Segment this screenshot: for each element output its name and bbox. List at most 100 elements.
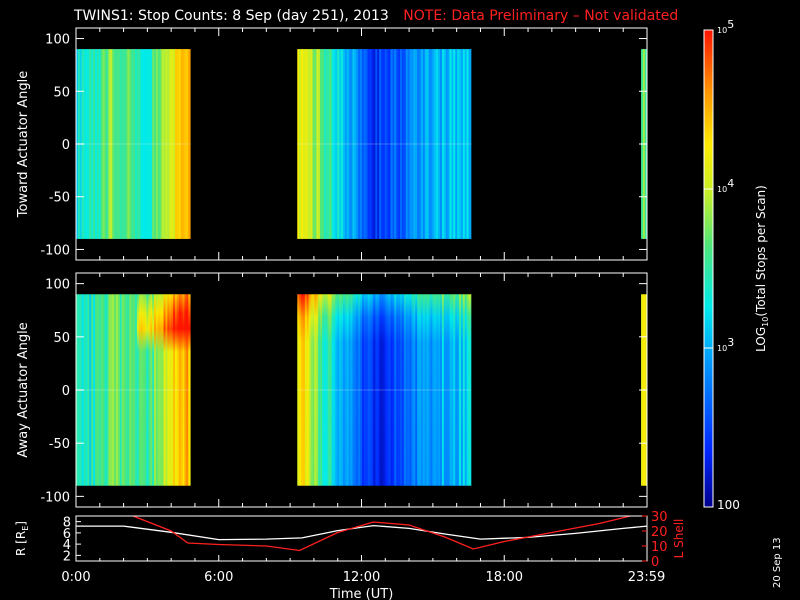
y-axis-label-text: ] (14, 521, 28, 526)
heatmap-column (348, 49, 351, 239)
heatmap-column (89, 49, 92, 239)
heatmap-column (460, 294, 464, 486)
heatmap-column (310, 294, 313, 486)
heatmap-column (121, 49, 124, 239)
heatmap-column (371, 49, 374, 239)
heatmap-column (462, 49, 466, 239)
heatmap-column (301, 49, 304, 239)
heatmap-column (95, 49, 98, 239)
heatmap-column (155, 49, 159, 239)
right-y-axis-label: L Shell (672, 519, 686, 559)
heatmap-column (331, 49, 334, 239)
heatmap-column (152, 294, 155, 486)
heatmap-column (352, 294, 355, 486)
panel-frame (75, 515, 648, 562)
y-tick-label: -50 (49, 437, 70, 452)
heatmap-column (341, 49, 344, 239)
heatmap-column (430, 49, 433, 239)
heatmap-column (93, 294, 96, 486)
heatmap-column (308, 294, 311, 486)
heatmap-column (424, 294, 428, 486)
heatmap-column (413, 294, 416, 486)
heatmap-column (419, 294, 422, 486)
heatmap-column (301, 294, 304, 486)
heatmap-column (464, 294, 468, 486)
heatmap-column (379, 294, 382, 486)
heatmap-column (159, 294, 163, 486)
heatmap-column (135, 294, 138, 486)
heatmap-column (102, 49, 105, 239)
heatmap-column (407, 49, 410, 239)
heatmap-column (104, 49, 107, 239)
heatmap-column (98, 294, 102, 486)
y-axis-label-subscript: E (21, 526, 30, 531)
heatmap-column (140, 294, 144, 486)
heatmap-column (312, 294, 315, 486)
heatmap-column (182, 49, 185, 239)
heatmap-column (451, 49, 454, 239)
y-tick-label: -100 (40, 490, 70, 505)
heatmap-column (108, 49, 111, 239)
zero-angle-stripe (297, 389, 471, 391)
heatmap-column (453, 294, 456, 486)
heatmap-column (415, 294, 418, 486)
heatmap-column (470, 49, 472, 239)
heatmap-column (138, 294, 142, 486)
heatmap-column (403, 49, 407, 239)
heatmap-column (323, 49, 327, 239)
heatmap-column (382, 49, 386, 239)
heatmap-column (460, 49, 464, 239)
heatmap-column (365, 294, 369, 486)
x-tick-label: 12:00 (343, 570, 380, 585)
heatmap-column (123, 49, 126, 239)
x-tick-label: 6:00 (204, 570, 233, 585)
heatmap-column (424, 49, 428, 239)
heatmap-column (381, 294, 384, 486)
heatmap-column (417, 294, 420, 486)
heatmap-column (304, 49, 308, 239)
heatmap-column (422, 294, 426, 486)
heatmap-column (188, 294, 191, 486)
heatmap-column (302, 294, 306, 486)
heatmap-column (365, 49, 369, 239)
heatmap-column (415, 49, 418, 239)
heatmap-column (176, 49, 180, 239)
heatmap-column (163, 294, 166, 486)
heatmap-column (142, 49, 145, 239)
heatmap-column (100, 294, 104, 486)
heatmap-column (392, 49, 395, 239)
heatmap-column (434, 49, 437, 239)
heatmap-column (344, 294, 348, 486)
heatmap-column (154, 49, 157, 239)
heatmap-column (121, 294, 124, 486)
heatmap-column (91, 294, 94, 486)
heatmap-column (176, 294, 180, 486)
y-tick-label: 0 (62, 384, 70, 399)
heatmap-column (322, 294, 325, 486)
heatmap-column (98, 49, 102, 239)
heatmap-column (138, 49, 142, 239)
colorbar-strip (703, 29, 714, 508)
heatmap-column (114, 294, 117, 486)
y-tick-label: 2 (63, 549, 71, 564)
heatmap-column (325, 294, 329, 486)
heatmap-column (342, 294, 346, 486)
heatmap-column (96, 294, 100, 486)
heatmap-column (329, 49, 332, 239)
heatmap-column (373, 49, 376, 239)
right-y-tick-label: 20 (651, 525, 668, 540)
heatmap-column (323, 294, 327, 486)
heatmap-column (169, 294, 172, 486)
heatmap-column (350, 49, 353, 239)
heatmap-column (146, 49, 149, 239)
heatmap-column (453, 49, 456, 239)
heatmap-column (133, 294, 136, 486)
heatmap-column (96, 49, 100, 239)
heatmap-column (426, 294, 429, 486)
heatmap-column (428, 49, 431, 239)
heatmap-column (449, 49, 452, 239)
page-title: TWINS1: Stop Counts: 8 Sep (day 251), 20… (74, 8, 389, 24)
heatmap-column (358, 49, 361, 239)
heatmap-column (93, 49, 96, 239)
